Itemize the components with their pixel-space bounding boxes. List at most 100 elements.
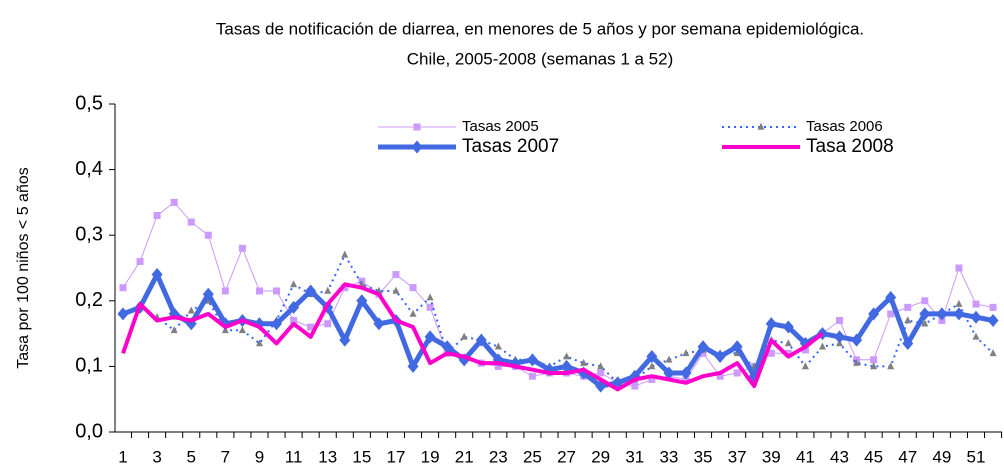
marker — [953, 307, 965, 321]
x-tick-label: 35 — [694, 447, 713, 466]
x-tick-label: 3 — [152, 447, 161, 466]
marker — [904, 316, 912, 324]
x-tick-label: 45 — [864, 447, 883, 466]
marker — [680, 366, 692, 380]
marker — [919, 307, 931, 321]
x-tick-label: 39 — [762, 447, 781, 466]
x-tick-label: 43 — [830, 447, 849, 466]
marker — [409, 309, 417, 317]
marker — [475, 333, 487, 347]
series-line — [121, 282, 824, 392]
marker — [697, 340, 709, 354]
marker — [324, 286, 332, 294]
marker — [238, 244, 246, 252]
marker — [561, 359, 573, 373]
x-tick-label: 37 — [728, 447, 747, 466]
marker — [682, 376, 690, 384]
marker — [170, 326, 178, 334]
series-line — [122, 272, 994, 389]
marker — [631, 382, 639, 390]
marker — [307, 323, 315, 331]
marker — [494, 362, 502, 370]
marker — [801, 346, 809, 354]
marker — [733, 369, 741, 377]
marker — [665, 355, 673, 363]
y-axis-label: Tasa por 100 niños < 5 años — [15, 167, 32, 368]
y-tick-label: 0,4 — [75, 158, 103, 180]
legend-marker — [413, 123, 421, 131]
x-tick-label: 47 — [898, 447, 917, 466]
x-tick-label: 17 — [386, 447, 405, 466]
x-tick-label: 25 — [523, 447, 542, 466]
marker — [767, 349, 775, 357]
x-tick-label: 29 — [591, 447, 610, 466]
marker — [597, 369, 605, 377]
x-tick-label: 19 — [421, 447, 440, 466]
x-tick-label: 13 — [318, 447, 337, 466]
marker — [324, 320, 332, 328]
marker — [936, 307, 948, 321]
marker — [204, 231, 212, 239]
marker — [851, 333, 863, 347]
marker — [273, 287, 281, 295]
marker — [887, 362, 895, 370]
marker — [904, 303, 912, 311]
marker — [784, 339, 792, 347]
marker — [663, 366, 675, 380]
x-tick-label: 9 — [255, 447, 264, 466]
chart-title: Tasas de notificación de diarrea, en men… — [216, 19, 864, 38]
x-tick-label: 15 — [352, 447, 371, 466]
x-tick-label: 1 — [118, 447, 127, 466]
marker — [424, 330, 436, 344]
marker — [682, 349, 690, 357]
marker — [409, 284, 417, 292]
marker — [784, 349, 792, 357]
marker — [987, 313, 999, 327]
marker — [818, 342, 826, 350]
marker — [765, 317, 777, 331]
marker — [460, 332, 468, 340]
marker — [341, 284, 349, 292]
marker — [902, 336, 914, 350]
marker — [801, 362, 809, 370]
marker — [119, 284, 127, 292]
marker — [955, 299, 963, 307]
marker — [526, 353, 538, 367]
chart-subtitle: Chile, 2005-2008 (semanas 1 a 52) — [407, 49, 674, 68]
marker — [255, 339, 263, 347]
x-tick-label: 7 — [221, 447, 230, 466]
marker — [853, 358, 861, 366]
x-tick-label: 31 — [625, 447, 644, 466]
marker — [970, 310, 982, 324]
marker — [955, 264, 963, 272]
marker — [597, 362, 605, 370]
marker — [271, 317, 283, 331]
y-tick-label: 0,2 — [75, 289, 103, 311]
legend-label: Tasas 2006 — [806, 118, 883, 135]
marker — [580, 358, 588, 366]
x-tick-label: 23 — [489, 447, 508, 466]
marker — [868, 307, 880, 321]
x-tick-label: 21 — [455, 447, 474, 466]
marker — [426, 303, 434, 311]
marker — [305, 284, 317, 298]
marker — [187, 306, 195, 314]
marker — [341, 250, 349, 258]
marker — [153, 212, 161, 220]
marker — [187, 218, 195, 226]
legend-label: Tasas 2005 — [462, 118, 539, 135]
marker — [151, 268, 163, 282]
marker — [356, 294, 368, 308]
marker — [870, 362, 878, 370]
marker — [339, 333, 351, 347]
marker — [392, 271, 400, 279]
x-tick-label: 49 — [932, 447, 951, 466]
marker — [563, 352, 571, 360]
x-tick-label: 41 — [796, 447, 815, 466]
marker — [202, 287, 214, 301]
marker — [972, 332, 980, 340]
marker — [972, 300, 980, 308]
marker — [648, 376, 656, 384]
marker — [238, 326, 246, 334]
marker — [782, 320, 794, 334]
